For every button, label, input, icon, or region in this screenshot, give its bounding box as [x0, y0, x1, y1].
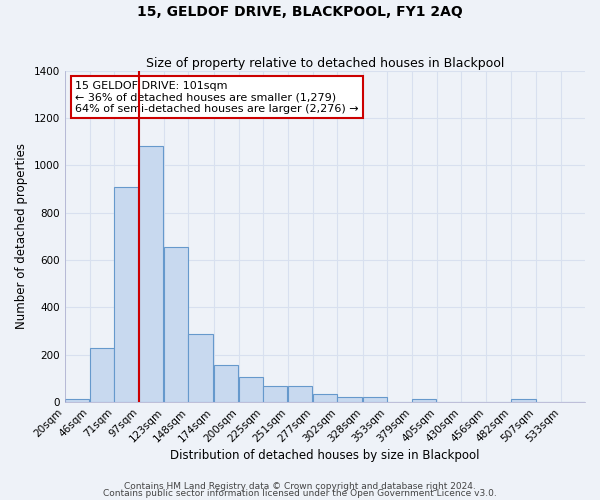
Bar [337, 397, 362, 402]
Y-axis label: Number of detached properties: Number of detached properties [15, 144, 28, 330]
Bar [313, 394, 337, 402]
Bar [90, 348, 114, 402]
Bar [139, 146, 163, 402]
Bar [362, 397, 387, 402]
Bar [239, 378, 263, 402]
Bar [511, 398, 536, 402]
Bar [214, 365, 238, 402]
Title: Size of property relative to detached houses in Blackpool: Size of property relative to detached ho… [146, 56, 504, 70]
Text: Contains HM Land Registry data © Crown copyright and database right 2024.: Contains HM Land Registry data © Crown c… [124, 482, 476, 491]
Bar [114, 186, 138, 402]
X-axis label: Distribution of detached houses by size in Blackpool: Distribution of detached houses by size … [170, 450, 479, 462]
Bar [65, 398, 89, 402]
Bar [263, 386, 287, 402]
Bar [412, 398, 436, 402]
Text: 15 GELDOF DRIVE: 101sqm
← 36% of detached houses are smaller (1,279)
64% of semi: 15 GELDOF DRIVE: 101sqm ← 36% of detache… [75, 80, 359, 114]
Text: Contains public sector information licensed under the Open Government Licence v3: Contains public sector information licen… [103, 490, 497, 498]
Text: 15, GELDOF DRIVE, BLACKPOOL, FY1 2AQ: 15, GELDOF DRIVE, BLACKPOOL, FY1 2AQ [137, 5, 463, 19]
Bar [164, 247, 188, 402]
Bar [188, 334, 212, 402]
Bar [288, 386, 312, 402]
